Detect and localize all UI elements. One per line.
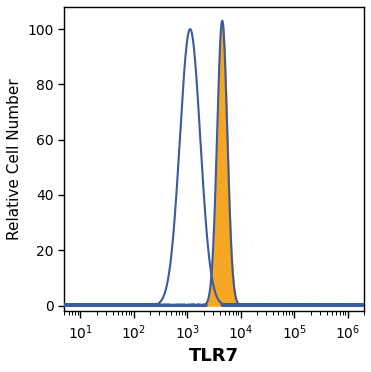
- X-axis label: TLR7: TLR7: [189, 347, 239, 365]
- Y-axis label: Relative Cell Number: Relative Cell Number: [7, 78, 22, 240]
